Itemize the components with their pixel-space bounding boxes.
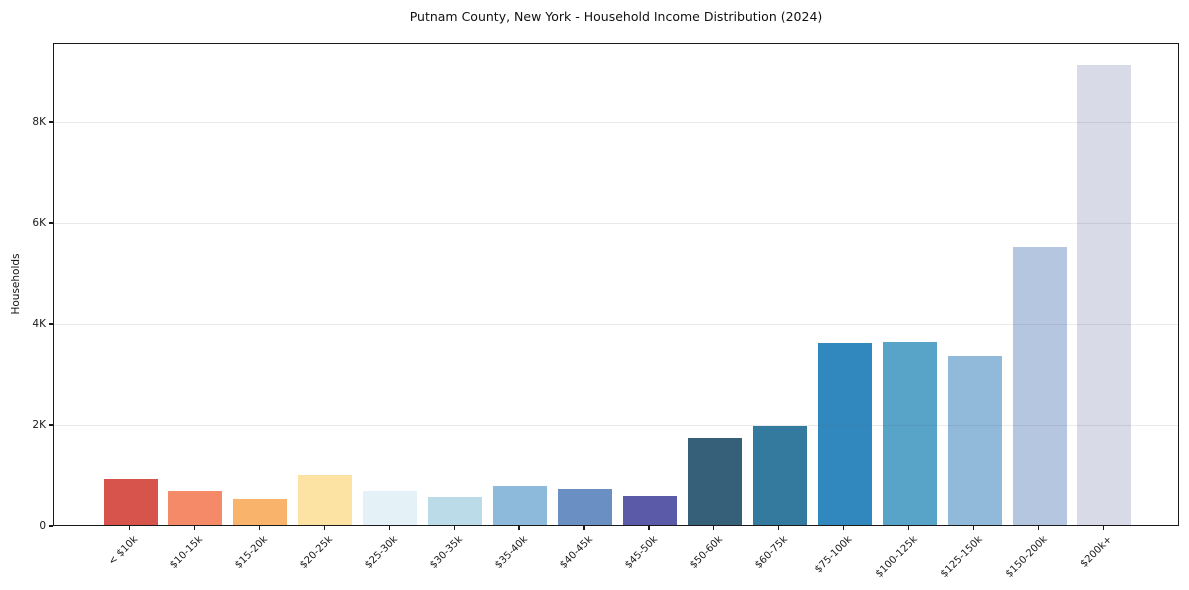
x-tick-label: $45-50k [622, 534, 660, 571]
x-tick-mark [323, 526, 325, 530]
x-tick-mark [1102, 526, 1105, 530]
x-tick-mark [128, 526, 131, 530]
x-tick-mark [453, 526, 455, 530]
x-tick-mark [713, 526, 715, 530]
y-tick-label: 4K [32, 317, 46, 330]
x-tick-label: $60-75k [752, 534, 790, 571]
bar-10-15k [168, 491, 223, 525]
y-tick-mark [49, 323, 53, 325]
x-tick-mark [388, 526, 390, 530]
bar-40-45k [558, 489, 612, 525]
bar-100-125k [882, 341, 937, 525]
x-tick-label: $40-45k [557, 534, 595, 571]
bar-45-50k [622, 495, 677, 525]
y-tick-label: 2K [32, 418, 46, 431]
bar-60-75k [752, 426, 807, 525]
x-tick-label: $20-25k [298, 534, 336, 571]
x-tick-label: $125-150k [938, 534, 985, 580]
x-tick-label: $10-15k [168, 534, 206, 571]
x-tick-label: $25-30k [363, 534, 401, 571]
gridline-2K [54, 425, 1178, 427]
y-tick-label: 8K [32, 115, 46, 128]
x-tick-mark [193, 526, 196, 530]
x-tick-label: $75-100k [813, 534, 855, 576]
x-tick-mark [258, 526, 260, 530]
x-tick-mark [518, 526, 520, 530]
bar-35-40k [493, 485, 548, 525]
gridline-6K [54, 223, 1178, 225]
x-tick-label: $100-125k [873, 534, 920, 580]
x-tick-mark [843, 526, 845, 530]
x-tick-mark [583, 526, 585, 530]
x-tick-mark [908, 526, 910, 530]
y-tick-mark [49, 525, 53, 527]
bar-15-20k [233, 498, 288, 525]
y-axis-label: Households [10, 253, 22, 315]
x-tick-label: $30-35k [428, 534, 465, 571]
y-tick-mark [49, 424, 53, 426]
y-tick-label: 6K [32, 216, 46, 229]
bar-30-35k [428, 496, 483, 525]
plot-area [53, 43, 1179, 526]
x-tick-mark [972, 526, 975, 530]
x-tick-label: $35-40k [492, 534, 530, 571]
x-tick-mark [1037, 526, 1040, 530]
y-tick-label: 0 [39, 520, 46, 532]
x-tick-label: $15-20k [233, 534, 271, 571]
bar-150-200k [1012, 246, 1067, 525]
bar-10k [103, 479, 158, 525]
bar-125-150k [947, 356, 1002, 525]
y-tick-mark [49, 121, 53, 123]
gridline-8K [54, 122, 1178, 124]
x-tick-mark [648, 526, 650, 530]
x-tick-label: < $10k [106, 534, 141, 568]
gridline-4K [54, 324, 1178, 326]
bar-75-100k [817, 343, 872, 525]
x-tick-label: $200k+ [1078, 534, 1115, 570]
bar-50-60k [687, 437, 742, 525]
x-tick-label: $150-200k [1003, 534, 1050, 580]
x-tick-mark [778, 526, 780, 530]
chart-title: Putnam County, New York - Household Inco… [409, 9, 823, 24]
bar-25-30k [363, 490, 418, 525]
bar-20-25k [298, 475, 353, 525]
x-tick-label: $50-60k [687, 534, 725, 571]
y-tick-mark [49, 222, 53, 224]
bar-200k [1077, 65, 1132, 525]
